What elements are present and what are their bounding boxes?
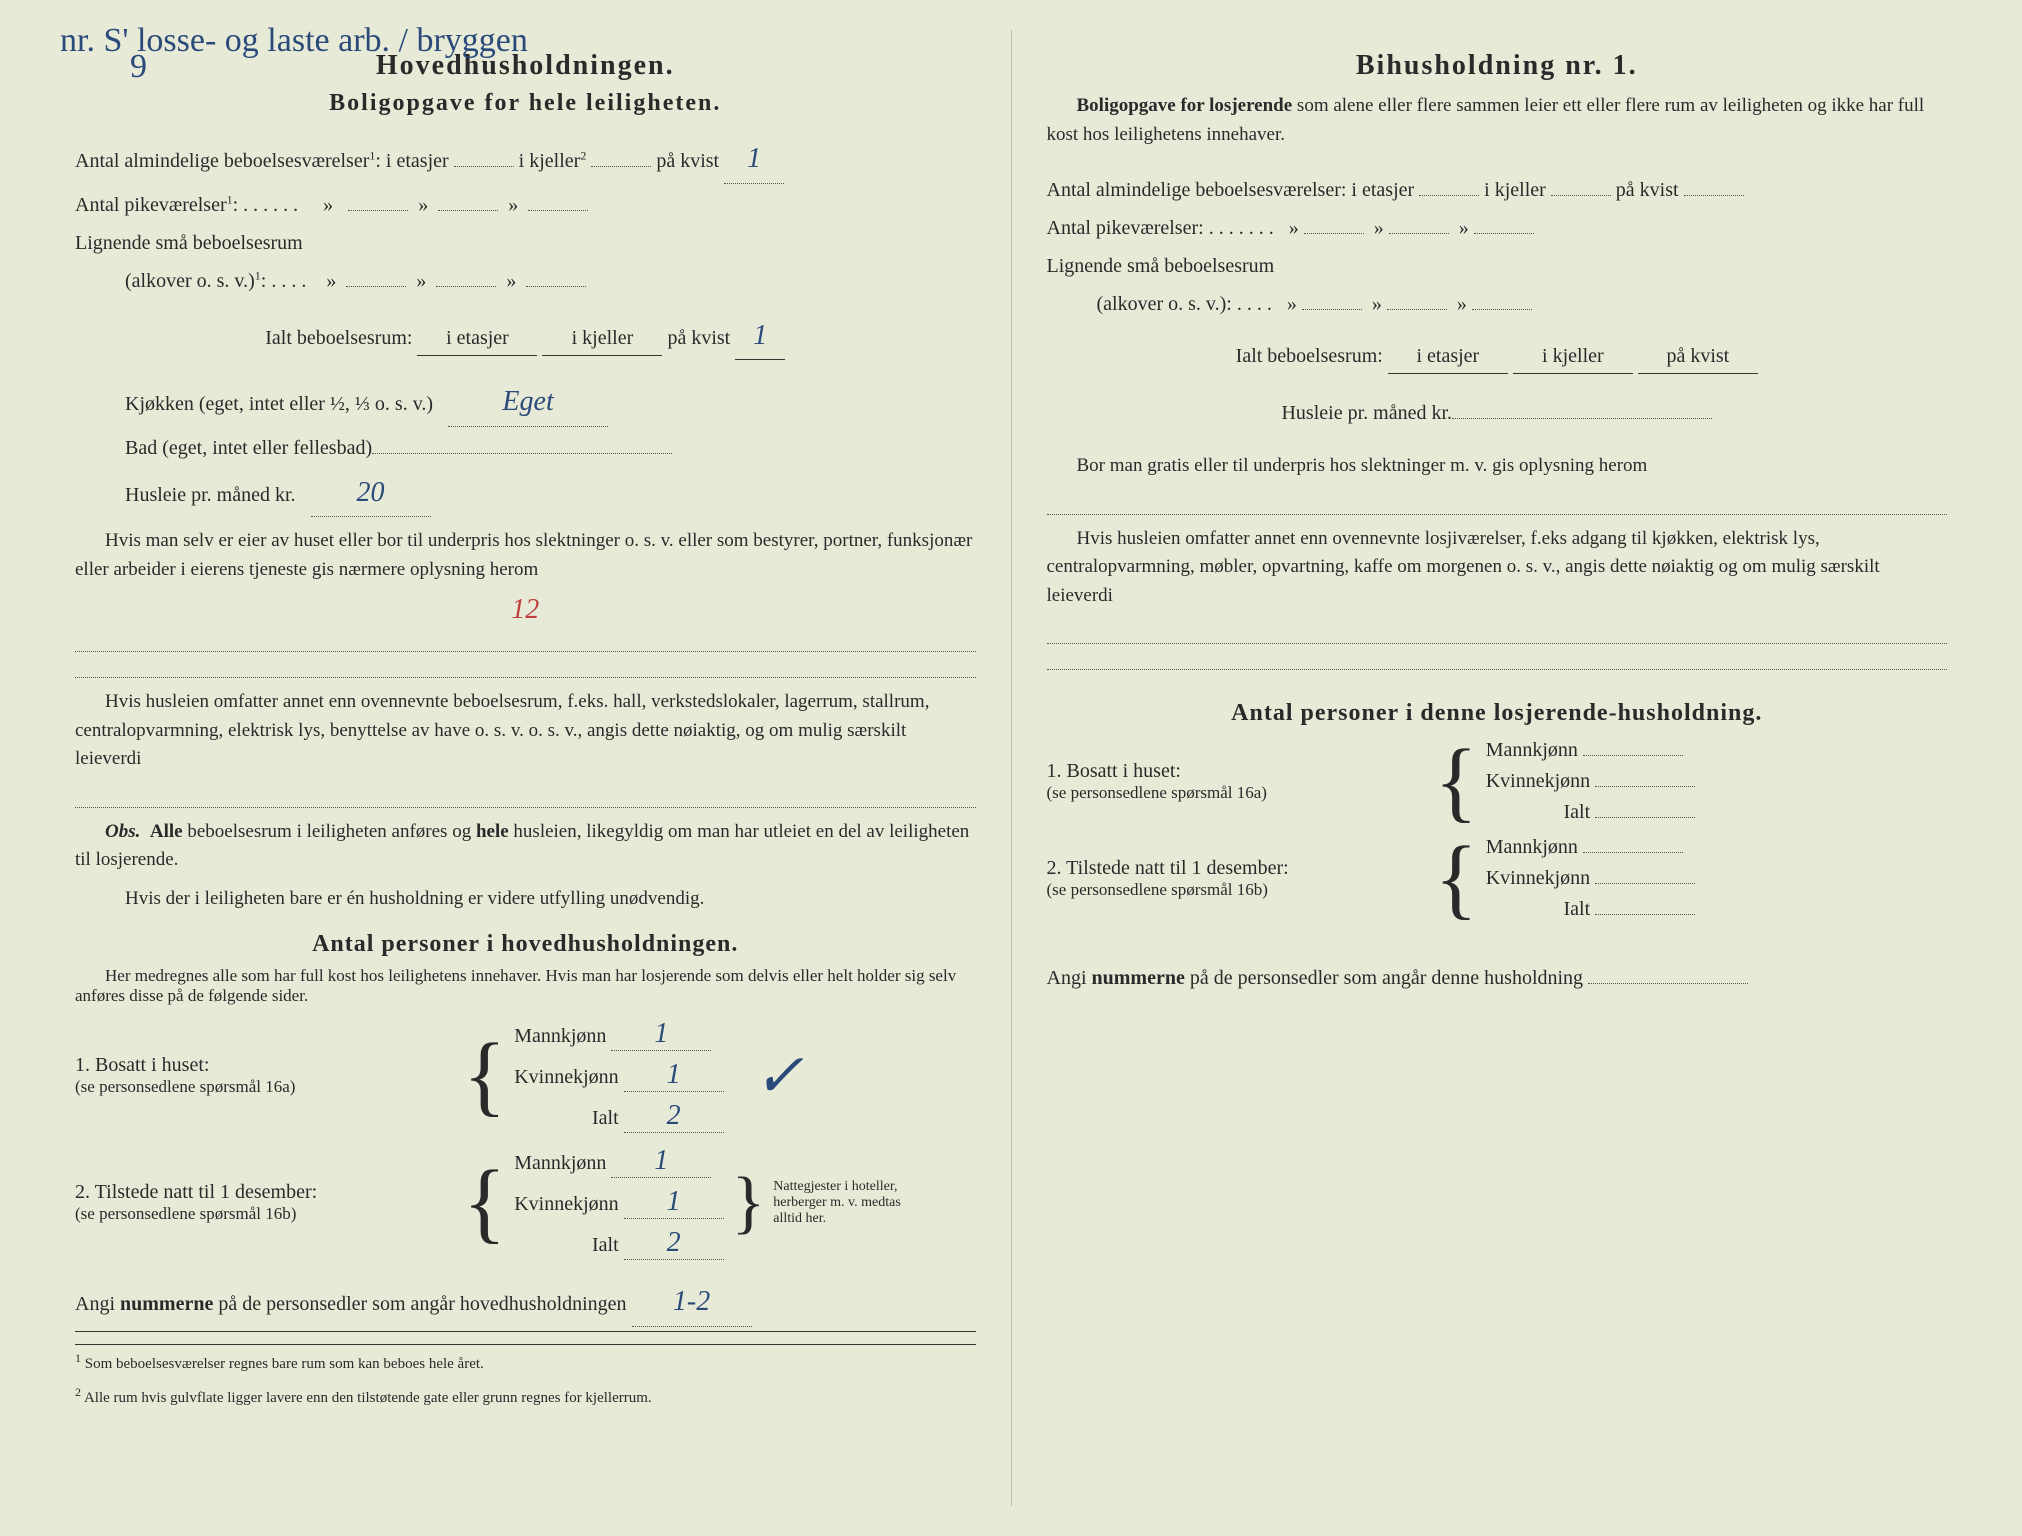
angi-line: Angi nummerne på de personsedler som ang…: [75, 1278, 976, 1327]
ruled-line: [75, 654, 976, 678]
male-label-r: Mannkjønn: [1486, 739, 1578, 761]
q1-sublabel-r: (se personsedlene spørsmål 16a): [1047, 783, 1427, 803]
q2-row: 2. Tilstede natt til 1 desember: (se per…: [75, 1145, 976, 1260]
brace-icon: {: [463, 1167, 506, 1239]
total-label: Ialt: [592, 1234, 619, 1256]
brace-icon: }: [732, 1175, 766, 1231]
q1-label: 1. Bosatt i huset:: [75, 1054, 455, 1077]
q2-male-blank: [1583, 852, 1683, 853]
night-guests-note: Nattegjester i hoteller, herberger m. v.…: [773, 1179, 913, 1227]
intro-para: Boligopgave for losjerende som alene ell…: [1047, 92, 1948, 149]
persons-section-sub: Her medregnes alle som har full kost hos…: [75, 966, 976, 1006]
q1-female-value: 1: [624, 1059, 724, 1092]
divider: [75, 1331, 976, 1332]
owner-info-para: Hvis man selv er eier av huset eller bor…: [75, 527, 976, 584]
male-label: Mannkjønn: [514, 1152, 606, 1174]
kvist-value-1: 1: [724, 135, 784, 184]
gratis-para: Bor man gratis eller til underpris hos s…: [1047, 452, 1948, 481]
subtitle: Boligopgave for hele leiligheten.: [75, 90, 976, 117]
right-page: Bihusholdning nr. 1. Boligopgave for los…: [1012, 30, 1983, 1506]
rooms-line-1: Antal almindelige beboelsesværelser1: i …: [75, 135, 976, 184]
brace-icon: {: [463, 1040, 506, 1112]
alkover-line: (alkover o. s. v.)1: . . . . » » »: [75, 264, 976, 298]
q1-male-blank: [1583, 755, 1683, 756]
q1-male-value: 1: [611, 1018, 711, 1051]
female-label-r: Kvinnekjønn: [1486, 867, 1590, 889]
persons-section-title-r: Antal personer i denne losjerende-hushol…: [1047, 700, 1948, 727]
q1-row-r: 1. Bosatt i huset: (se personsedlene spø…: [1047, 739, 1948, 824]
kitchen-value: Eget: [448, 378, 608, 427]
rent-line-r: Husleie pr. måned kr.: [1047, 396, 1948, 430]
total-label-r: Ialt: [1563, 898, 1590, 920]
total-label: Ialt: [592, 1107, 619, 1129]
total-label-r: Ialt: [1563, 801, 1590, 823]
brace-icon: {: [1435, 746, 1478, 818]
q2-male-value: 1: [611, 1145, 711, 1178]
alkover-line-r: (alkover o. s. v.): . . . . » » »: [1047, 287, 1948, 321]
rooms-line-1r: Antal almindelige beboelsesværelser: i e…: [1047, 173, 1948, 207]
maid-rooms-line: Antal pikeværelser1: . . . . . . » » »: [75, 188, 976, 222]
total-rooms-line: Ialt beboelsesrum: i etasjer i kjeller p…: [75, 312, 976, 361]
handwritten-12: 12: [75, 594, 976, 626]
similar-rooms-r: Lignende små beboelsesrum: [1047, 249, 1948, 283]
ruled-line: [1047, 646, 1948, 670]
q1-female-blank: [1595, 786, 1695, 787]
rent-includes-para: Hvis husleien omfatter annet enn ovennev…: [75, 688, 976, 774]
ruled-line: [75, 628, 976, 652]
q1-row: 1. Bosatt i huset: (se personsedlene spø…: [75, 1018, 976, 1133]
right-title: Bihusholdning nr. 1.: [1047, 50, 1948, 82]
male-label: Mannkjønn: [514, 1025, 606, 1047]
q2-label-r: 2. Tilstede natt til 1 desember:: [1047, 857, 1427, 880]
kvist-value-2: 1: [735, 312, 785, 361]
angi-value: 1-2: [632, 1278, 752, 1327]
ruled-line: [75, 784, 976, 808]
male-label-r: Mannkjønn: [1486, 836, 1578, 858]
ruled-line: [1047, 491, 1948, 515]
angi-line-r: Angi nummerne på de personsedler som ang…: [1047, 961, 1948, 995]
female-label: Kvinnekjønn: [514, 1066, 618, 1088]
female-label: Kvinnekjønn: [514, 1193, 618, 1215]
q2-sublabel-r: (se personsedlene spørsmål 16b): [1047, 880, 1427, 900]
kitchen-line: Kjøkken (eget, intet eller ½, ⅓ o. s. v.…: [75, 378, 976, 427]
footnote-1: 1 Som beboelsesværelser regnes bare rum …: [75, 1344, 976, 1373]
similar-rooms-label: Lignende små beboelsesrum: [75, 226, 976, 260]
left-page: nr. S' losse- og laste arb. / bryggen 9 …: [40, 30, 1012, 1506]
brace-icon: {: [1435, 843, 1478, 915]
persons-section-title: Antal personer i hovedhusholdningen.: [75, 931, 976, 958]
female-label-r: Kvinnekjønn: [1486, 770, 1590, 792]
q1-sublabel: (se personsedlene spørsmål 16a): [75, 1077, 455, 1097]
obs-para-1: Obs. Alle beboelsesrum i leiligheten anf…: [75, 818, 976, 875]
q2-total-value: 2: [624, 1227, 724, 1260]
handwritten-number: 9: [130, 48, 147, 86]
q2-female-blank: [1595, 883, 1695, 884]
q1-total-value: 2: [624, 1100, 724, 1133]
checkmark: ✓: [754, 1041, 804, 1111]
q1-label-r: 1. Bosatt i huset:: [1047, 760, 1427, 783]
q2-label: 2. Tilstede natt til 1 desember:: [75, 1181, 455, 1204]
q1-total-blank: [1595, 817, 1695, 818]
maid-rooms-line-r: Antal pikeværelser: . . . . . . . » » »: [1047, 211, 1948, 245]
q2-row-r: 2. Tilstede natt til 1 desember: (se per…: [1047, 836, 1948, 921]
q2-sublabel: (se personsedlene spørsmål 16b): [75, 1204, 455, 1224]
footnote-2: 2 Alle rum hvis gulvflate ligger lavere …: [75, 1385, 976, 1407]
q2-female-value: 1: [624, 1186, 724, 1219]
rent-value: 20: [311, 469, 431, 518]
obs-para-2: Hvis der i leiligheten bare er én hushol…: [75, 885, 976, 914]
rent-line: Husleie pr. måned kr. 20: [75, 469, 976, 518]
total-rooms-r: Ialt beboelsesrum: i etasjer i kjeller p…: [1047, 339, 1948, 374]
includes-para-r: Hvis husleien omfatter annet enn ovennev…: [1047, 525, 1948, 611]
ruled-line: [1047, 620, 1948, 644]
q2-total-blank: [1595, 914, 1695, 915]
bath-line: Bad (eget, intet eller fellesbad): [75, 431, 976, 465]
